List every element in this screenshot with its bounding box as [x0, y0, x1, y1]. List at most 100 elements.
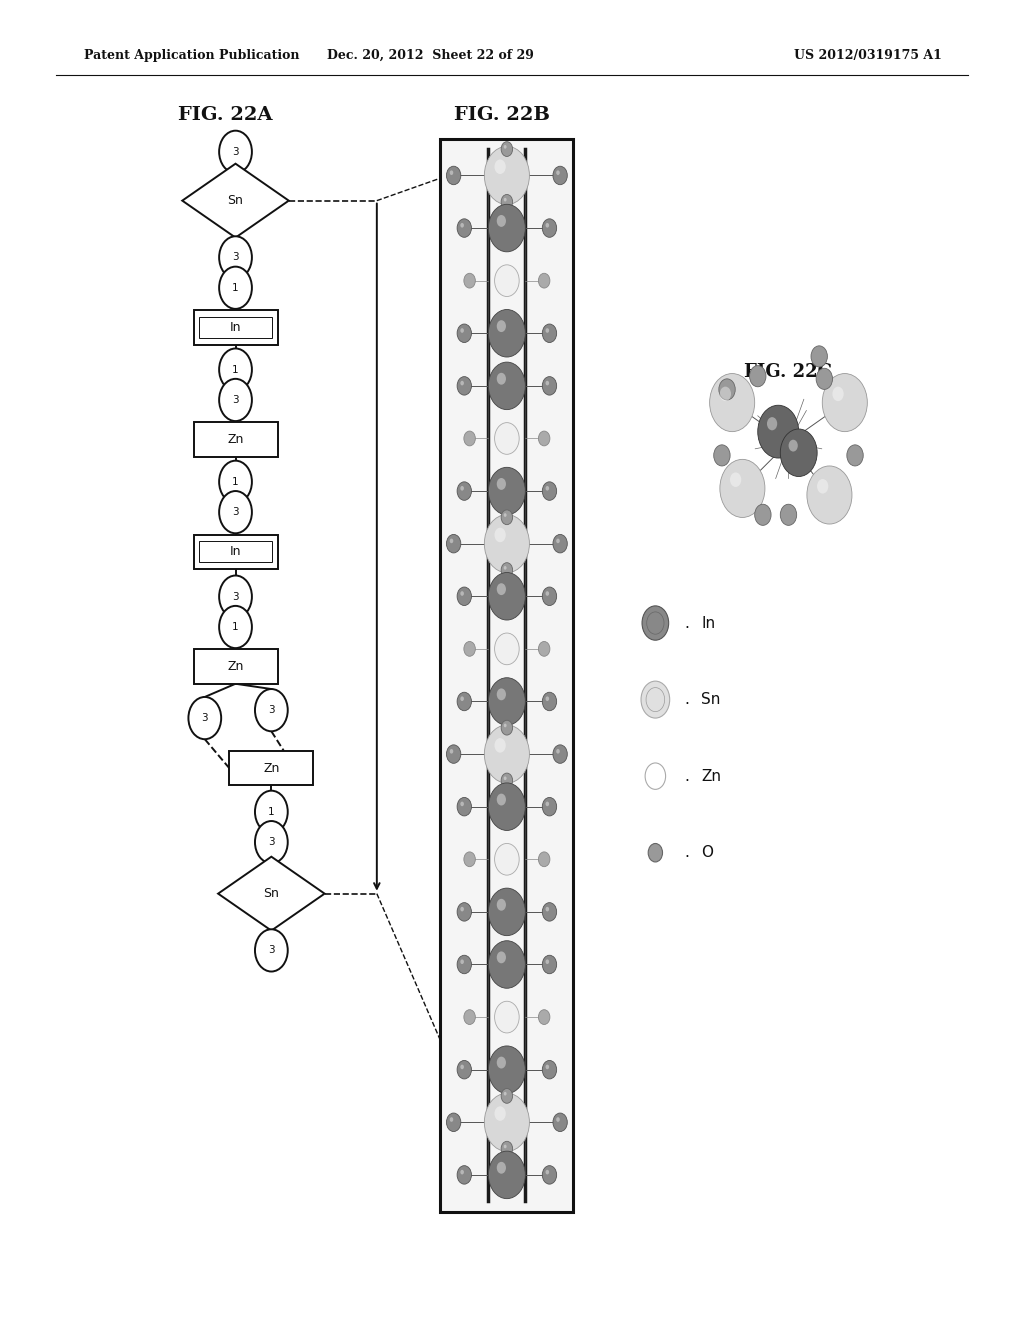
Circle shape	[457, 1060, 471, 1078]
Circle shape	[780, 429, 817, 477]
Circle shape	[446, 535, 461, 553]
Circle shape	[497, 793, 506, 805]
Circle shape	[450, 539, 454, 544]
Circle shape	[543, 956, 557, 974]
Circle shape	[833, 387, 844, 401]
Circle shape	[504, 1092, 507, 1096]
Circle shape	[495, 634, 519, 665]
Circle shape	[543, 219, 557, 238]
Circle shape	[219, 348, 252, 391]
Text: 3: 3	[232, 147, 239, 157]
Circle shape	[457, 482, 471, 500]
Circle shape	[546, 486, 549, 491]
Circle shape	[780, 504, 797, 525]
Circle shape	[188, 697, 221, 739]
Circle shape	[457, 376, 471, 395]
Circle shape	[457, 587, 471, 606]
Circle shape	[219, 267, 252, 309]
Circle shape	[648, 843, 663, 862]
Text: FIG. 22C: FIG. 22C	[744, 363, 833, 381]
Circle shape	[504, 198, 507, 202]
Circle shape	[461, 329, 464, 333]
Circle shape	[461, 697, 464, 701]
Circle shape	[720, 387, 731, 401]
Circle shape	[484, 1093, 529, 1151]
Circle shape	[497, 321, 506, 333]
Circle shape	[553, 166, 567, 185]
Circle shape	[539, 1010, 550, 1024]
Circle shape	[457, 219, 471, 238]
Circle shape	[255, 929, 288, 972]
Circle shape	[464, 273, 475, 288]
Polygon shape	[182, 164, 289, 238]
Text: 1: 1	[232, 282, 239, 293]
Circle shape	[817, 479, 828, 494]
Circle shape	[488, 888, 525, 936]
Circle shape	[642, 606, 669, 640]
Circle shape	[501, 1142, 513, 1156]
Circle shape	[457, 692, 471, 710]
Circle shape	[539, 851, 550, 867]
Text: In: In	[701, 615, 716, 631]
Circle shape	[461, 380, 464, 385]
Circle shape	[546, 1065, 549, 1069]
Circle shape	[553, 1113, 567, 1131]
Circle shape	[543, 1060, 557, 1078]
Text: .: .	[684, 845, 689, 861]
Text: 3: 3	[268, 945, 274, 956]
Text: Zn: Zn	[227, 433, 244, 446]
Circle shape	[495, 1106, 506, 1121]
Text: 3: 3	[268, 837, 274, 847]
Circle shape	[219, 236, 252, 279]
Circle shape	[461, 486, 464, 491]
Circle shape	[219, 379, 252, 421]
Circle shape	[446, 166, 461, 185]
Circle shape	[504, 1144, 507, 1148]
Text: Patent Application Publication: Patent Application Publication	[84, 49, 299, 62]
Circle shape	[714, 445, 730, 466]
Circle shape	[553, 744, 567, 763]
Circle shape	[501, 562, 513, 577]
Circle shape	[719, 379, 735, 400]
Circle shape	[457, 903, 471, 921]
Circle shape	[546, 1170, 549, 1175]
Circle shape	[464, 642, 475, 656]
Circle shape	[543, 692, 557, 710]
Circle shape	[811, 346, 827, 367]
Circle shape	[504, 566, 507, 570]
Text: .: .	[684, 615, 689, 631]
Circle shape	[755, 504, 771, 525]
Text: Sn: Sn	[227, 194, 244, 207]
Circle shape	[556, 539, 560, 544]
Circle shape	[504, 723, 507, 727]
Circle shape	[446, 1113, 461, 1131]
Bar	[199, 541, 272, 562]
Circle shape	[488, 677, 525, 725]
Circle shape	[461, 801, 464, 807]
Circle shape	[543, 376, 557, 395]
Circle shape	[543, 903, 557, 921]
Circle shape	[488, 783, 525, 830]
Circle shape	[497, 215, 506, 227]
Circle shape	[457, 797, 471, 816]
Circle shape	[461, 223, 464, 227]
Circle shape	[461, 1065, 464, 1069]
Text: Sn: Sn	[263, 887, 280, 900]
Text: 3: 3	[268, 705, 274, 715]
Text: 3: 3	[232, 507, 239, 517]
Text: FIG. 22A: FIG. 22A	[178, 106, 272, 124]
Circle shape	[501, 721, 513, 735]
Circle shape	[464, 851, 475, 867]
Text: .: .	[684, 692, 689, 708]
Circle shape	[504, 145, 507, 149]
Circle shape	[497, 583, 506, 595]
Circle shape	[767, 417, 777, 430]
Circle shape	[484, 147, 529, 205]
Circle shape	[546, 591, 549, 595]
Text: 3: 3	[202, 713, 208, 723]
Circle shape	[504, 513, 507, 517]
Circle shape	[556, 1117, 560, 1122]
Circle shape	[546, 329, 549, 333]
Circle shape	[539, 273, 550, 288]
Circle shape	[219, 576, 252, 618]
